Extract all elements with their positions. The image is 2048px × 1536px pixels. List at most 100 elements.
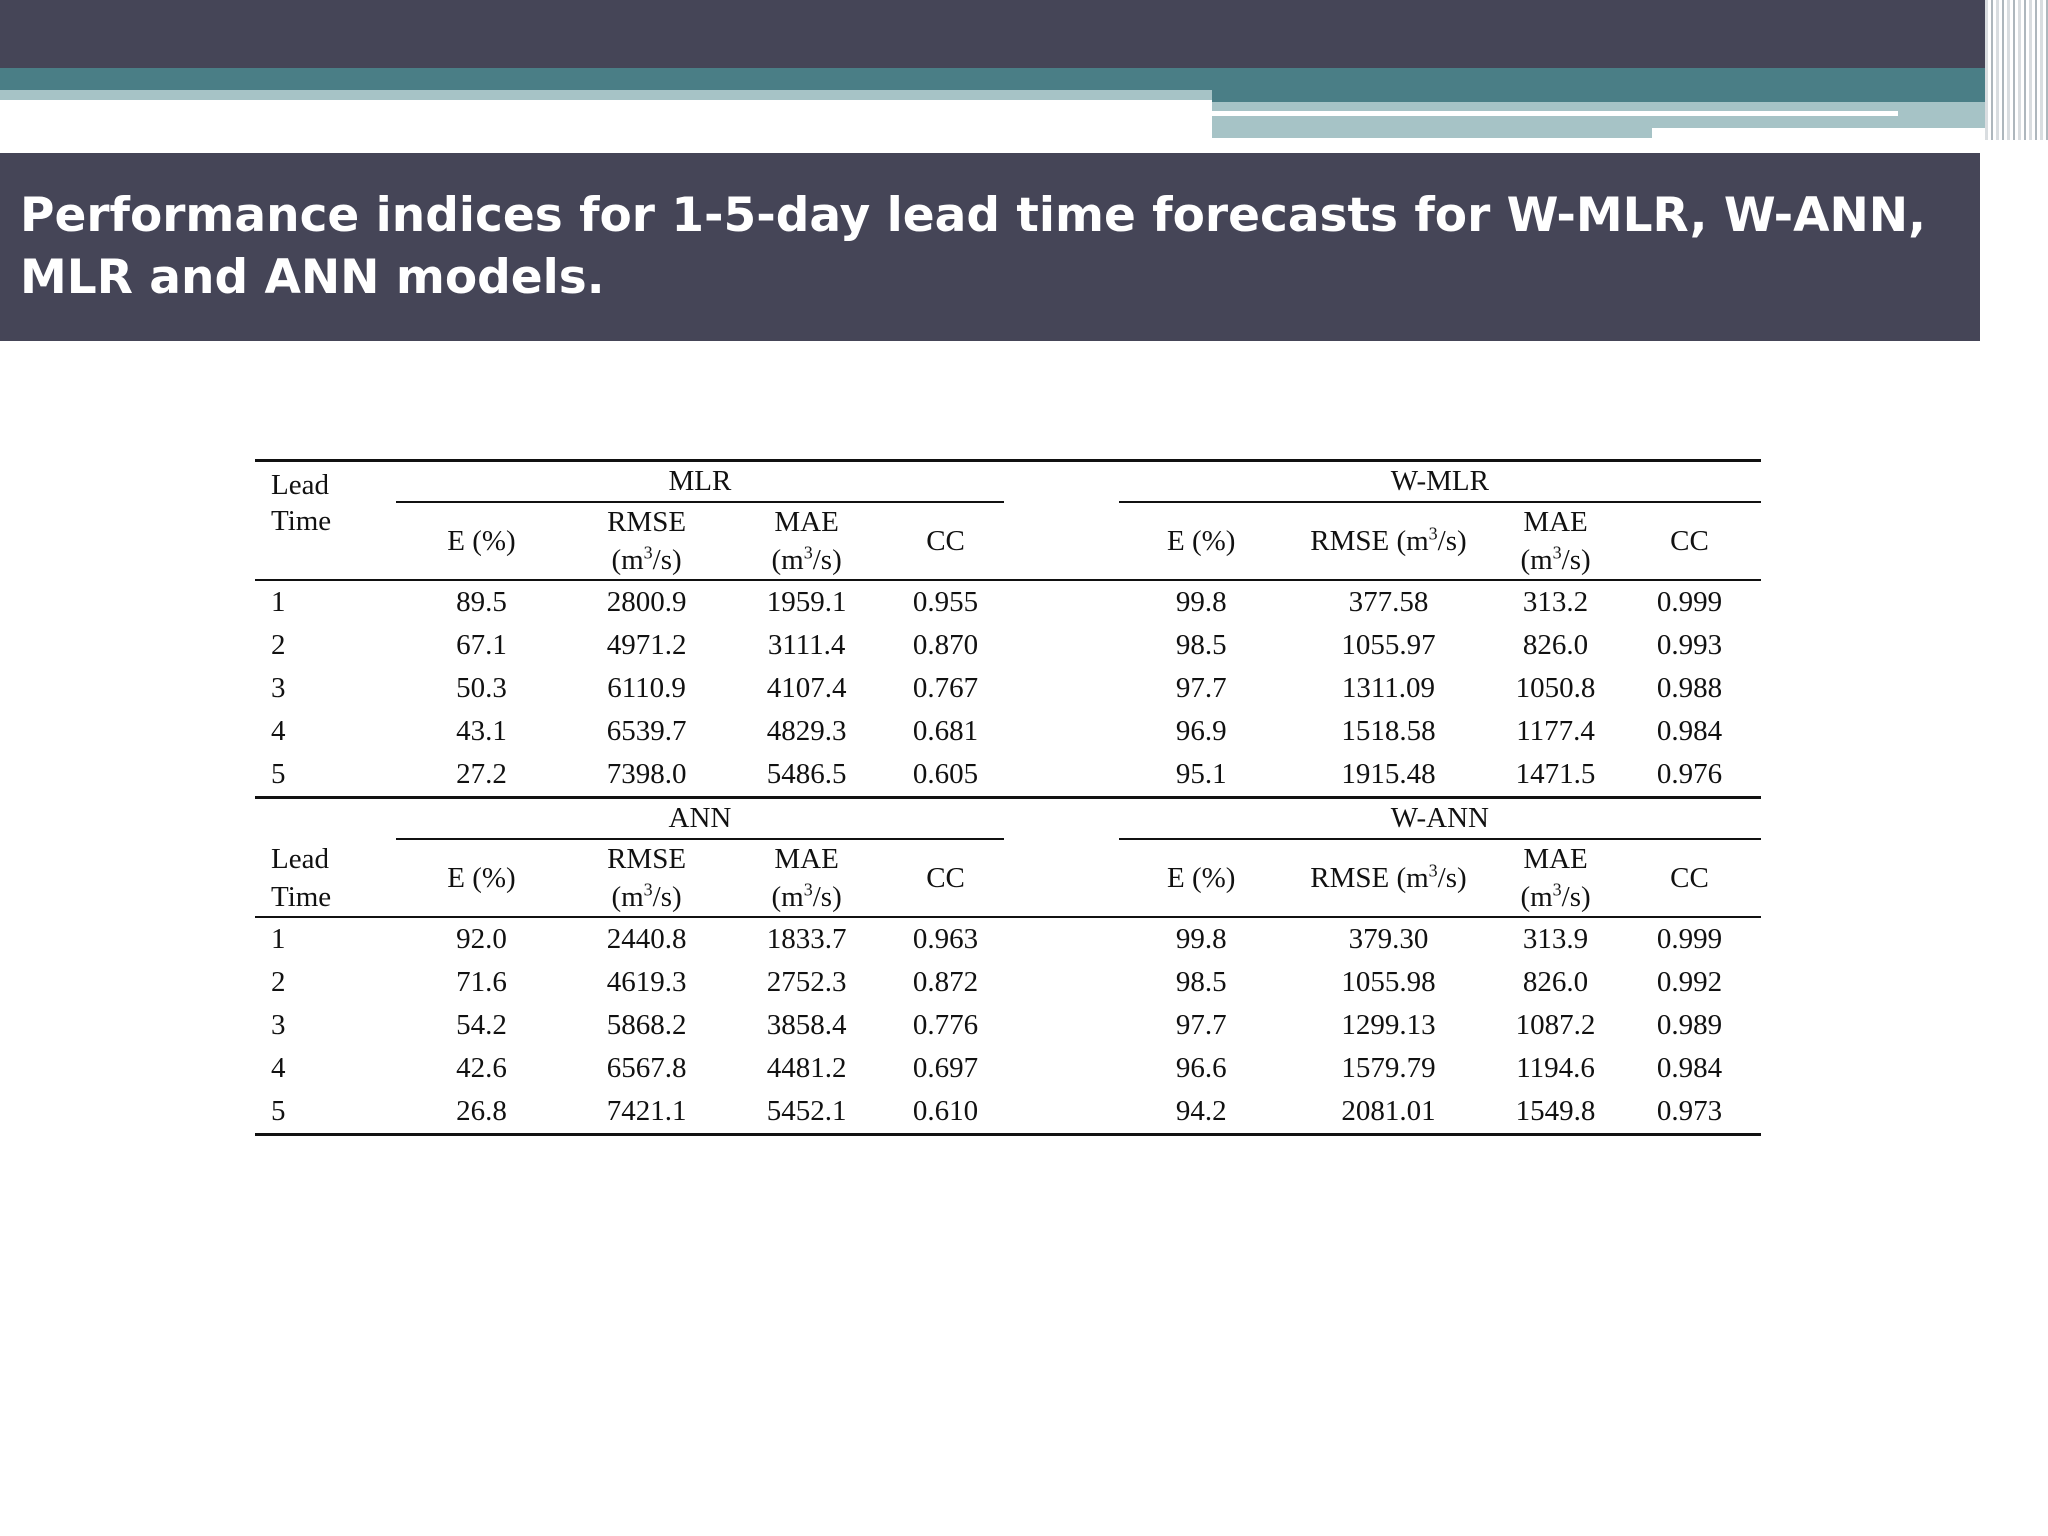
lead-time-cell: 2 (271, 629, 286, 661)
col-rmse-mlr: RMSE (m3/s) (567, 502, 726, 580)
table-cell: 5868.2 (606, 1009, 687, 1041)
header-band-dark (0, 0, 2048, 68)
table-cell: 0.992 (1656, 966, 1723, 998)
col-cc-mlr: CC (926, 525, 965, 557)
column-gap (1004, 839, 1119, 917)
rmse-label: RMSE (m (1310, 862, 1429, 894)
table-cell: 1194.6 (1516, 1052, 1595, 1084)
bottom-column-header-row: Lead Time E (%) RMSE (m3/s) MAE (m3/s) CC E… (255, 839, 1761, 917)
lead-time-cell: 1 (271, 923, 286, 955)
table-cell: 0.988 (1656, 672, 1723, 704)
lead-time-cell: 1 (271, 586, 286, 618)
table-cell: 95.1 (1175, 758, 1227, 790)
unit-close: /s) (1437, 525, 1467, 557)
unit-open: (m (771, 544, 804, 576)
header-stripes-decoration (1985, 0, 2048, 140)
slide-title-box: Performance indices for 1-5-day lead tim… (0, 153, 1980, 341)
column-gap (1004, 580, 1119, 624)
table-cell: 92.0 (456, 923, 507, 955)
table-row: 5 26.8 7421.1 5452.1 0.610 94.2 2081.01 1549.8 0… (255, 1090, 1761, 1135)
lead-time-cell: 4 (271, 1052, 286, 1084)
lead-time-cell: 2 (271, 966, 286, 998)
table-cell: 1579.79 (1341, 1052, 1436, 1084)
table-cell: 379.30 (1348, 923, 1429, 955)
table-cell: 1050.8 (1515, 672, 1596, 704)
table-cell: 1055.98 (1341, 966, 1436, 998)
unit-close: /s) (1561, 881, 1591, 913)
unit-sup: 3 (1552, 542, 1562, 563)
table-cell: 0.984 (1656, 715, 1723, 747)
col-e-mlr: E (%) (447, 525, 516, 557)
table-cell: 0.605 (912, 758, 979, 790)
table-row: 2 71.6 4619.3 2752.3 0.872 98.5 1055.98 826.0 0.… (255, 961, 1761, 1004)
table-cell: 67.1 (456, 629, 507, 661)
time-label: Time (271, 505, 332, 537)
col-mae-mlr: MAE (m3/s) (726, 502, 887, 580)
table-cell: 54.2 (456, 1009, 507, 1041)
table-cell: 0.767 (912, 672, 979, 704)
table-row: 5 27.2 7398.0 5486.5 0.605 95.1 1915.48 1471.5 0… (255, 753, 1761, 798)
table-cell: 4971.2 (606, 629, 687, 661)
header-band-light (0, 90, 1212, 100)
table-cell: 377.58 (1348, 586, 1429, 618)
column-gap (1004, 502, 1119, 580)
table-cell: 5452.1 (766, 1095, 847, 1127)
table-cell: 1833.7 (766, 923, 847, 955)
table-cell: 0.999 (1656, 586, 1723, 618)
table-cell: 94.2 (1175, 1095, 1227, 1127)
lead-time-cell: 3 (271, 1009, 286, 1041)
header-band-right-line (1212, 111, 1898, 116)
table-cell: 0.955 (912, 586, 979, 618)
table-cell: 2440.8 (606, 923, 687, 955)
table-cell: 5486.5 (766, 758, 847, 790)
col-mae-ann: MAE (m3/s) (726, 839, 887, 917)
table-cell: 0.976 (1656, 758, 1723, 790)
table-cell: 1915.48 (1341, 758, 1436, 790)
mae-label: MAE (774, 843, 839, 875)
time-label: Time (271, 880, 332, 913)
table-row: 3 50.3 6110.9 4107.4 0.767 97.7 1311.09 1050.8 0… (255, 667, 1761, 710)
table-cell: 42.6 (456, 1052, 507, 1084)
bottom-group-header-row: ANN W-ANN (255, 797, 1761, 840)
table-cell: 3858.4 (766, 1009, 847, 1041)
table-cell: 0.993 (1656, 629, 1723, 661)
performance-table: Lead MLR W-MLR Time E (%) RMSE (m3/s) MAE… (255, 459, 1761, 1136)
column-gap (1004, 624, 1119, 667)
table-cell: 7421.1 (606, 1095, 687, 1127)
unit-close: /s) (1437, 862, 1467, 894)
col-cc-wann: CC (1670, 862, 1709, 894)
column-gap (1004, 917, 1119, 961)
table-cell: 0.776 (912, 1009, 979, 1041)
table-cell: 1549.8 (1515, 1095, 1596, 1127)
table-cell: 1087.2 (1515, 1009, 1596, 1041)
column-gap (1004, 753, 1119, 798)
table-cell: 313.9 (1522, 923, 1589, 955)
table-cell: 1055.97 (1341, 629, 1436, 661)
lead-time-label-top: Lead (255, 461, 396, 503)
table-row: 4 42.6 6567.8 4481.2 0.697 96.6 1579.79 1194.6 0… (255, 1047, 1761, 1090)
lead-time-label-top-2: Time (255, 502, 396, 580)
column-gap (1004, 1047, 1119, 1090)
header-band-teal (0, 68, 2048, 90)
table-row: 1 92.0 2440.8 1833.7 0.963 99.8 379.30 313.9 0.9… (255, 917, 1761, 961)
table-cell: 1471.5 (1515, 758, 1596, 790)
unit-sup: 3 (1428, 860, 1438, 881)
table-cell: 0.963 (912, 923, 979, 955)
table-cell: 96.6 (1175, 1052, 1227, 1084)
table-cell: 0.872 (912, 966, 979, 998)
rmse-label: RMSE (607, 843, 687, 875)
header-band-right-step2 (1652, 118, 2048, 128)
table-cell: 98.5 (1175, 966, 1227, 998)
top-column-header-row: Time E (%) RMSE (m3/s) MAE (m3/s) CC E (%)… (255, 502, 1761, 580)
lead-time-label-bottom: Lead Time (255, 839, 396, 917)
table-cell: 1959.1 (766, 586, 847, 618)
slide-title: Performance indices for 1-5-day lead tim… (20, 188, 1926, 305)
unit-sup: 3 (803, 879, 813, 900)
table-cell: 71.6 (456, 966, 507, 998)
lead-time-cell: 5 (271, 1095, 286, 1127)
col-rmse-wmlr: RMSE (m3/s) (1284, 502, 1493, 580)
unit-sup: 3 (803, 542, 813, 563)
col-cc-ann: CC (926, 862, 965, 894)
table-cell: 26.8 (456, 1095, 507, 1127)
table-cell: 50.3 (456, 672, 507, 704)
